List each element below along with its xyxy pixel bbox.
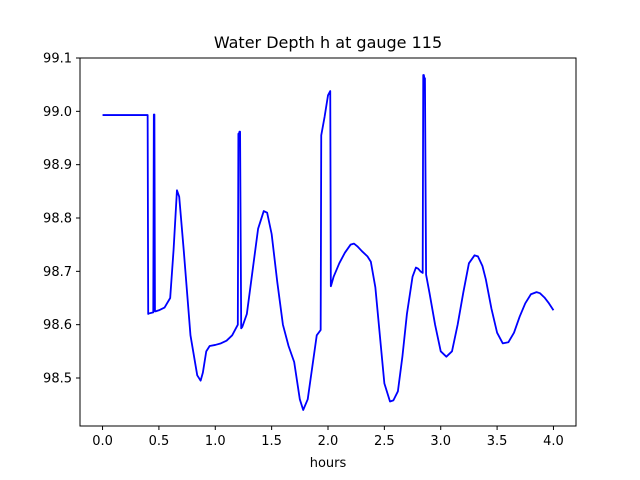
chart-title: Water Depth h at gauge 115 xyxy=(214,33,442,52)
y-axis-ticks: 98.5 98.6 98.7 98.8 98.9 99.0 99.1 xyxy=(43,52,80,387)
x-tick-label: 0.5 xyxy=(149,434,170,449)
x-axis-label: hours xyxy=(310,456,347,471)
y-tick-label: 99.1 xyxy=(43,52,72,67)
x-tick-label: 2.0 xyxy=(318,434,339,449)
x-tick-label: 0.0 xyxy=(92,434,113,449)
x-tick-label: 1.5 xyxy=(261,434,282,449)
y-tick-label: 98.9 xyxy=(43,158,72,173)
y-tick-label: 98.5 xyxy=(43,372,72,387)
series-line-0 xyxy=(102,74,555,411)
x-tick-label: 3.5 xyxy=(487,434,508,449)
y-tick-label: 99.0 xyxy=(43,105,72,120)
y-tick-label: 98.6 xyxy=(43,318,72,333)
y-tick-label: 98.7 xyxy=(43,265,72,280)
x-axis-ticks: 0.0 0.5 1.0 1.5 2.0 2.5 3.0 3.5 4.0 xyxy=(92,426,564,449)
series-layer xyxy=(102,74,555,411)
y-tick-label: 98.8 xyxy=(43,212,72,227)
x-tick-label: 1.0 xyxy=(205,434,226,449)
x-tick-label: 4.0 xyxy=(543,434,564,449)
x-tick-label: 3.0 xyxy=(430,434,451,449)
x-tick-label: 2.5 xyxy=(374,434,395,449)
